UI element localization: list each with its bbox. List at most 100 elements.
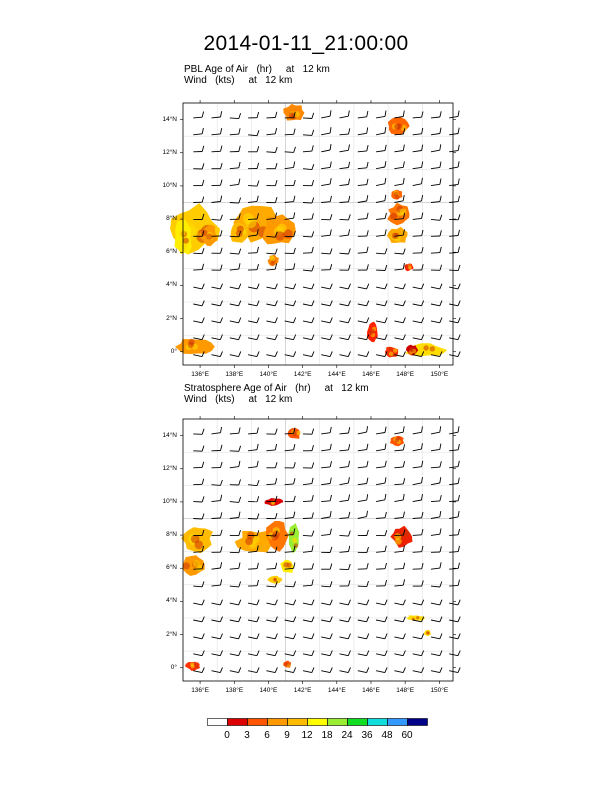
wind-barb (229, 197, 242, 204)
wind-barb (211, 494, 223, 503)
age-of-air-speckle (206, 233, 213, 240)
wind-barb (449, 283, 461, 290)
wind-barb (248, 263, 259, 271)
wind-barb (430, 461, 442, 469)
wind-barb (193, 283, 205, 290)
wind-barb (211, 667, 223, 674)
wind-barb (449, 300, 461, 307)
wind-barb (248, 146, 260, 153)
wind-barb (430, 581, 443, 588)
wind-barb (321, 546, 333, 553)
colorbar-swatch (307, 718, 328, 726)
wind-barb (321, 161, 332, 170)
wind-barb (284, 545, 296, 553)
wind-barb (229, 317, 242, 324)
wind-barb (321, 317, 333, 324)
wind-barb (266, 300, 278, 307)
wind-barb (412, 477, 423, 486)
wind-barb (193, 461, 205, 469)
wind-barb (376, 248, 388, 255)
wind-barb (248, 111, 260, 119)
wind-barb (193, 351, 205, 358)
wind-barb (376, 493, 387, 503)
wind-barb (412, 460, 424, 469)
wind-barb (394, 616, 406, 623)
wind-barb (284, 462, 296, 469)
age-of-air-speckle (393, 191, 399, 197)
colorbar-swatch (247, 718, 268, 726)
wind-barb (266, 111, 278, 119)
wind-barb (430, 230, 442, 237)
wind-barb (339, 144, 350, 153)
wind-barb (193, 163, 205, 170)
wind-barb (248, 427, 259, 435)
wind-barb (376, 616, 388, 623)
wind-barb (394, 529, 406, 536)
colorbar-label: 24 (341, 730, 353, 741)
wind-barb (376, 300, 388, 307)
wind-barb (193, 545, 205, 553)
wind-barb (376, 511, 387, 519)
wind-barb (339, 477, 350, 486)
wind-barb (211, 579, 223, 587)
wind-barb (302, 231, 315, 238)
wind-barb (193, 633, 205, 640)
wind-barb (248, 213, 259, 220)
wind-barb (376, 529, 388, 537)
wind-barb (284, 317, 297, 324)
wind-barb (339, 650, 351, 657)
wind-barb (430, 144, 442, 153)
wind-barb (357, 426, 369, 435)
wind-barb (211, 334, 223, 341)
wind-barb (430, 161, 442, 170)
wind-barb (302, 650, 315, 657)
wind-barb (248, 650, 260, 657)
wind-barb (394, 283, 406, 290)
wind-barb (229, 263, 241, 271)
wind-barb (412, 195, 424, 203)
age-of-air-speckle (270, 257, 276, 262)
wind-barb (284, 427, 296, 435)
wind-barb (449, 351, 461, 358)
wind-barb (357, 529, 369, 536)
wind-barb (412, 494, 423, 503)
wind-barb (321, 110, 332, 119)
wind-barb (357, 546, 369, 554)
wind-barb (394, 667, 406, 674)
wind-barb (394, 426, 405, 435)
x-tick-label: 150°E (430, 687, 449, 694)
wind-barb (266, 263, 278, 271)
wind-barb (284, 562, 296, 570)
wind-barb (449, 511, 460, 519)
age-of-air-speckle (399, 208, 407, 216)
wind-barb (394, 579, 406, 587)
wind-barb (211, 633, 223, 640)
x-tick-label: 146°E (362, 371, 380, 378)
wind-barb (430, 546, 442, 553)
wind-barb (266, 317, 278, 324)
wind-barb (211, 162, 223, 170)
wind-barb (211, 247, 223, 254)
age-of-air-speckle (293, 538, 298, 544)
wind-barb (266, 146, 278, 153)
wind-barb (430, 178, 442, 187)
wind-barb (211, 650, 223, 657)
wind-barb (229, 599, 242, 606)
wind-barb (321, 426, 332, 435)
colorbar (207, 718, 428, 726)
wind-barb (412, 667, 425, 674)
wind-barb (248, 633, 260, 640)
wind-barb (449, 616, 461, 623)
wind-barb (357, 195, 369, 203)
wind-barb (284, 212, 296, 220)
wind-barb (376, 562, 387, 570)
wind-barb (193, 478, 205, 486)
wind-barb (394, 351, 406, 358)
colorbar-label: 18 (321, 730, 333, 741)
wind-barb (430, 562, 442, 570)
wind-barb (248, 130, 260, 137)
wind-barb (449, 178, 460, 187)
wind-barb (376, 334, 388, 341)
wind-barb (229, 300, 242, 307)
age-of-air-speckle (245, 537, 253, 546)
